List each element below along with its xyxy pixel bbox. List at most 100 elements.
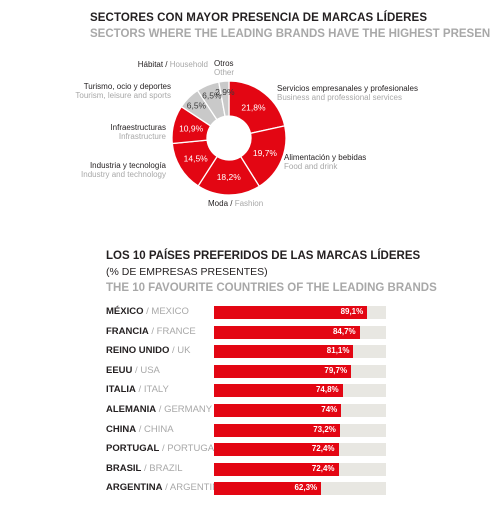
country-name-separator: / <box>156 404 165 415</box>
slice-value-label-2: 18,2% <box>217 172 242 182</box>
bar-value-label: 84,7% <box>332 326 356 336</box>
bar-track: 62,3% <box>214 482 386 496</box>
country-label: ITALIA / ITALY <box>106 384 169 395</box>
bar-track: 84,7% <box>214 325 386 339</box>
bar: 84,7% <box>214 325 360 339</box>
country-name-es: ITALIA <box>106 384 136 396</box>
bar-value-label: 72,4% <box>311 444 335 454</box>
bar-row-argentina: ARGENTINA / ARGENTINA 62,3% <box>106 481 386 496</box>
country-name-separator: / <box>141 462 150 474</box>
bar: 74% <box>214 404 342 417</box>
country-name-separator: / <box>148 325 157 337</box>
bar-track: 74% <box>214 404 386 417</box>
bar-value-label: 72,4% <box>311 463 335 473</box>
pie-title: SECTORES CON MAYOR PRESENCIA DE MARCAS L… <box>90 12 428 24</box>
country-name-en: USA <box>140 364 160 376</box>
bar-value-label: 73,2% <box>313 424 336 434</box>
bar-track: 73,2% <box>214 423 386 437</box>
bar-row-uk: REINO UNIDO / UK 81,1% <box>106 344 386 359</box>
bar-value-label: 74,8% <box>315 385 339 395</box>
country-name-en: PORTUGAL <box>167 443 220 455</box>
bar-chart-title-en: THE 10 FAVOURITE COUNTRIES OF THE LEADIN… <box>106 282 437 294</box>
slice-label-es-3: Industria y tecnología <box>90 161 167 170</box>
slice-label-es-7: Otros <box>214 59 234 68</box>
country-name-es: MÉXICO <box>106 306 144 317</box>
country-name-es: REINO UNIDO <box>106 345 170 357</box>
slice-label-en-3: Industry and technology <box>81 170 166 179</box>
country-name-en: BRAZIL <box>149 462 183 474</box>
bar-value-label: 74% <box>321 405 338 414</box>
slice-value-label-3: 14,5% <box>184 153 209 163</box>
bar-track: 72,4% <box>214 443 386 457</box>
bar: 74,8% <box>214 384 343 398</box>
bar-chart-subtitle: (% DE EMPRESAS PRESENTES) <box>106 266 268 278</box>
country-label: REINO UNIDO / UK <box>106 345 190 356</box>
country-name-separator: / <box>136 423 145 435</box>
bar-track: 89,1% <box>214 306 386 319</box>
bar-track: 72,4% <box>214 462 386 476</box>
slice-value-label-7: 2,9% <box>215 87 235 97</box>
country-name-en: ARGENTINA <box>169 482 226 494</box>
country-label: CHINA / CHINA <box>106 424 174 435</box>
bar: 89,1% <box>214 306 368 319</box>
country-label: ARGENTINA / ARGENTINA <box>106 482 225 493</box>
bar: 72,4% <box>214 443 339 457</box>
bar-row-france: FRANCIA / FRANCE 84,7% <box>106 325 386 340</box>
slice-label-2: Moda / Fashion <box>208 199 263 208</box>
country-name-es: FRANCIA <box>106 325 149 337</box>
country-label: FRANCIA / FRANCE <box>106 326 196 337</box>
slice-value-label-0: 21,8% <box>241 103 266 113</box>
bar-row-mexico: MÉXICO / MEXICO 89,1% <box>106 305 386 320</box>
bar-row-usa: EEUU / USA 79,7% <box>106 364 386 379</box>
bar-row-portugal: PORTUGAL / PORTUGAL 72,4% <box>106 442 386 457</box>
slice-label-es-5: Turismo, ocio y deportes <box>84 82 171 91</box>
slice-value-label-6: 6,5% <box>202 90 222 100</box>
bar-row-germany: ALEMANIA / GERMANY 74% <box>106 403 386 418</box>
bar-value-label: 89,1% <box>340 307 364 316</box>
country-name-es: CHINA <box>106 423 137 435</box>
bar-value-label: 62,3% <box>294 483 318 493</box>
slice-value-label-1: 19,7% <box>253 148 278 158</box>
bar-chart-title: LOS 10 PAÍSES PREFERIDOS DE LAS MARCAS L… <box>106 250 421 262</box>
country-name-en: MEXICO <box>151 306 189 317</box>
bar-value-label: 81,1% <box>326 346 350 356</box>
country-name-separator: / <box>169 345 178 357</box>
slice-label-6: Hábitat / Household <box>138 60 208 69</box>
country-name-es: BRASIL <box>106 462 142 474</box>
slice-label-en-5: Tourism, leisure and sports <box>75 91 171 100</box>
country-name-separator: / <box>159 443 168 455</box>
donut-slice-0 <box>228 80 286 135</box>
country-label: PORTUGAL / PORTUGAL <box>106 443 219 454</box>
country-name-separator: / <box>132 364 141 376</box>
country-label: MÉXICO / MEXICO <box>106 306 189 317</box>
bar-row-brazil: BRASIL / BRAZIL 72,4% <box>106 462 386 477</box>
country-name-en: ITALY <box>143 384 169 396</box>
bar-track: 81,1% <box>214 345 386 359</box>
donut-slice-7 <box>218 80 230 118</box>
bar: 81,1% <box>214 345 354 359</box>
slice-label-es-0: Servicios empresanales y profesionales <box>277 84 418 93</box>
country-name-separator: / <box>135 384 144 396</box>
bar-row-italy: ITALIA / ITALY 74,8% <box>106 383 386 398</box>
donut-slice-1 <box>239 125 287 188</box>
country-label: ALEMANIA / GERMANY <box>106 404 212 415</box>
country-label: EEUU / USA <box>106 365 160 376</box>
slice-label-en-1: Food and drink <box>284 162 338 171</box>
pie-subtitle: SECTORS WHERE THE LEADING BRANDS HAVE TH… <box>90 28 490 40</box>
bar: 72,4% <box>214 462 339 476</box>
slice-label-es-1: Alimentación y bebidas <box>284 153 366 162</box>
country-name-separator: / <box>162 482 170 494</box>
country-name-separator: / <box>143 306 152 317</box>
sector-donut-chart: 21,8%19,7%18,2%14,5%10,9%6,5%6,5%2,9% Ser… <box>75 59 418 208</box>
country-name-en: UK <box>177 345 191 357</box>
bar-track: 79,7% <box>214 364 386 378</box>
country-name-es: PORTUGAL <box>106 443 160 455</box>
country-name-en: GERMANY <box>164 404 213 415</box>
bar: 73,2% <box>214 423 340 437</box>
slice-label-en-7: Other <box>214 68 234 77</box>
country-label: BRASIL / BRAZIL <box>106 463 183 474</box>
country-name-en: CHINA <box>144 423 174 435</box>
bar: 62,3% <box>214 482 322 496</box>
bar-value-label: 79,7% <box>324 365 348 375</box>
country-name-es: EEUU <box>106 364 133 376</box>
